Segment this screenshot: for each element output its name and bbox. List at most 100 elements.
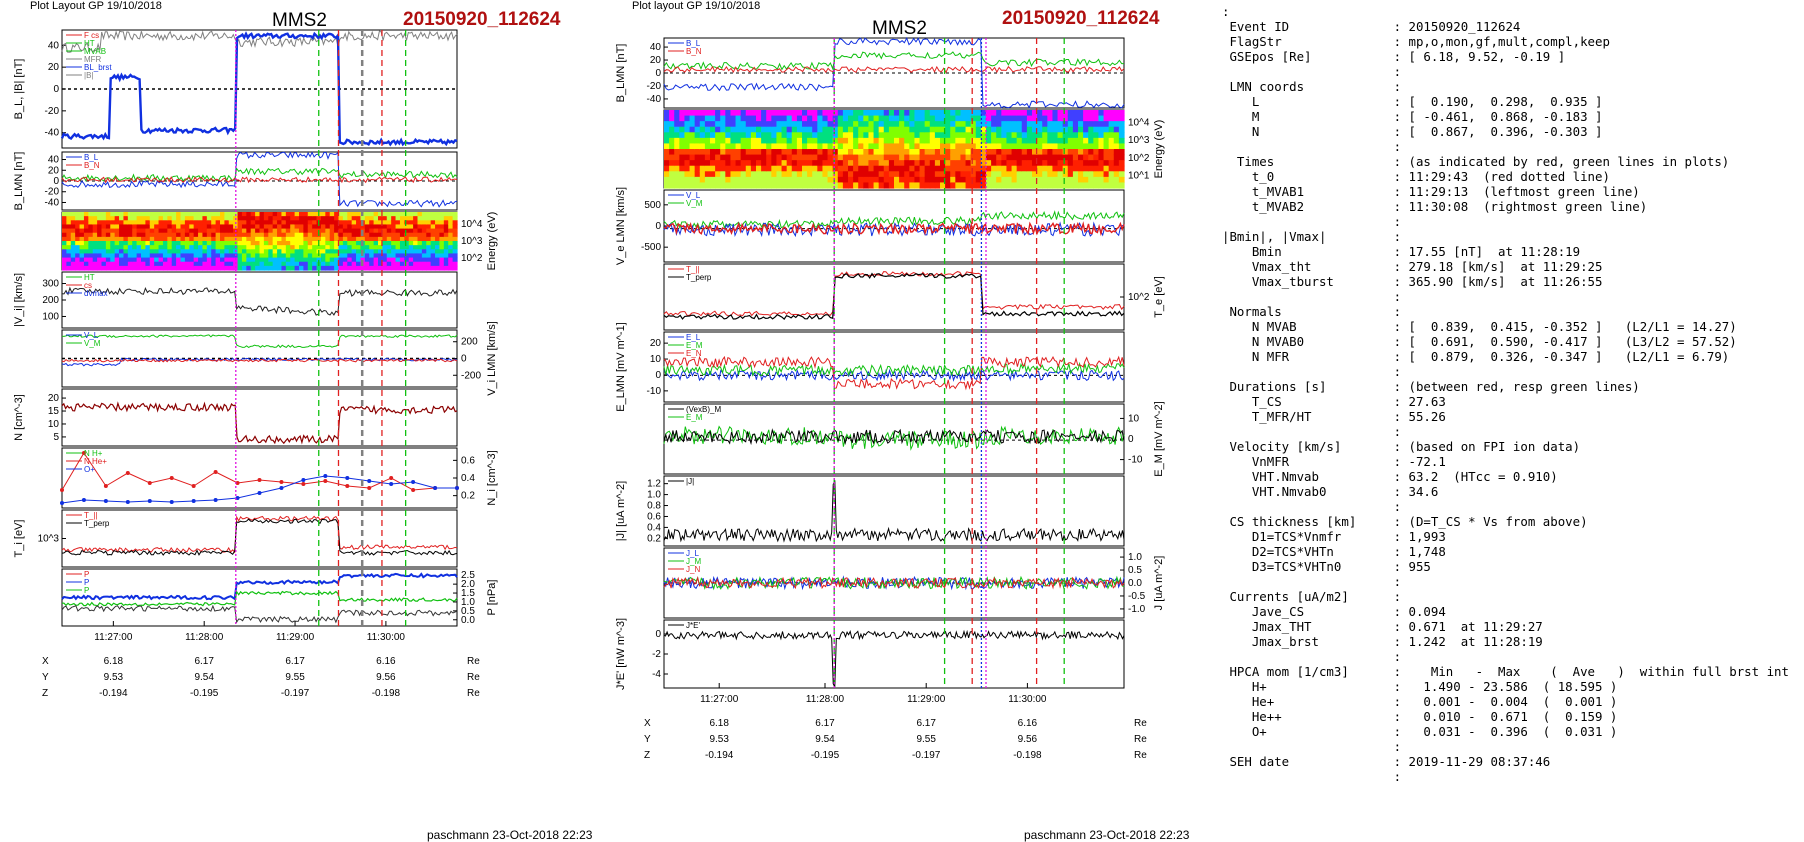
spectrogram-cell bbox=[899, 182, 905, 189]
spectrogram-cell bbox=[878, 182, 885, 189]
spectrogram-cell bbox=[1021, 182, 1028, 189]
spectrogram-cell bbox=[171, 245, 177, 250]
spectrogram-cell bbox=[180, 245, 186, 250]
spectrogram-cell bbox=[101, 249, 107, 255]
spectrogram-cell bbox=[364, 216, 370, 221]
spectrogram-cell bbox=[899, 137, 905, 145]
spectrogram-cell bbox=[807, 171, 813, 178]
spectrogram-cell bbox=[66, 245, 72, 250]
spectrogram-cell bbox=[413, 257, 419, 263]
spectrogram-cell bbox=[822, 176, 829, 184]
spectrogram-cell bbox=[1052, 154, 1059, 161]
spectrogram-cell bbox=[1011, 176, 1018, 184]
spectrogram-cell bbox=[735, 126, 742, 133]
spectrogram-cell bbox=[1103, 176, 1110, 184]
spectrogram-cell bbox=[294, 257, 300, 263]
spectrogram-cell bbox=[1042, 126, 1048, 133]
spectrogram-cell bbox=[786, 165, 793, 172]
spectrogram-cell bbox=[97, 232, 103, 238]
spectrogram-cell bbox=[740, 110, 747, 117]
spectrogram-cell bbox=[158, 245, 164, 250]
spectrogram-cell bbox=[980, 182, 987, 189]
axis-tick-label: 10^2 bbox=[1128, 292, 1150, 303]
spectrogram-cell bbox=[980, 132, 987, 139]
spectrogram-cell bbox=[1032, 143, 1038, 150]
spectrogram-cell bbox=[1098, 121, 1105, 128]
spectrogram-cell bbox=[837, 149, 844, 156]
time-tick-label: 11:28:00 bbox=[806, 694, 845, 705]
panel-frame bbox=[61, 271, 458, 329]
spectrogram-cell bbox=[1118, 115, 1125, 122]
summary-line: GSEpos [Re] : [ 6.18, 9.52, -0.19 ] bbox=[1222, 49, 1566, 64]
spectrogram-cell bbox=[674, 176, 680, 184]
spectrogram-cell bbox=[1016, 137, 1023, 145]
spectrogram-cell bbox=[299, 236, 304, 242]
spectrogram-cell bbox=[395, 261, 401, 267]
spectrogram-cell bbox=[378, 228, 383, 234]
spectrogram-cell bbox=[448, 249, 454, 255]
ve-m-line bbox=[663, 210, 1125, 230]
spectrogram-cell bbox=[404, 245, 410, 250]
spectrogram-cell bbox=[320, 261, 326, 267]
spectrogram-cell bbox=[766, 110, 772, 117]
spectrogram-cell bbox=[378, 241, 383, 246]
spectrogram-cell bbox=[250, 228, 256, 234]
spectrogram-cell bbox=[899, 165, 905, 172]
spectrogram-cell bbox=[863, 132, 870, 139]
spectrogram-cell bbox=[960, 176, 967, 184]
spectrogram-cell bbox=[246, 261, 252, 267]
spectrogram-cell bbox=[832, 115, 839, 122]
spectrogram-cell bbox=[435, 212, 441, 217]
he-plus-point bbox=[323, 479, 328, 483]
spectrogram-cell bbox=[827, 154, 834, 161]
spectrogram-cell bbox=[725, 176, 732, 184]
spectrogram-cell bbox=[435, 236, 441, 242]
spectrogram-cell bbox=[1006, 132, 1013, 139]
spectrogram-cell bbox=[189, 249, 195, 255]
summary-line: Jave_CS : 0.094 bbox=[1222, 604, 1446, 619]
spectrogram-cell bbox=[443, 261, 449, 267]
spectrogram-cell bbox=[421, 257, 427, 263]
spectrogram-cell bbox=[167, 241, 173, 246]
spectrogram-cell bbox=[132, 249, 138, 255]
spectrogram-cell bbox=[149, 216, 155, 221]
spectrogram-cell bbox=[1083, 126, 1089, 133]
spectrogram-cell bbox=[914, 126, 921, 133]
axis-tick-label: 10^3 bbox=[38, 534, 60, 545]
spectrogram-cell bbox=[110, 220, 116, 226]
spectrogram-cell bbox=[399, 224, 405, 230]
spectrogram-cell bbox=[1047, 154, 1054, 161]
spectrogram-cell bbox=[443, 253, 449, 259]
spectrogram-cell bbox=[868, 121, 875, 128]
legend-entry: E_N bbox=[686, 349, 702, 358]
spectrogram-cell bbox=[347, 265, 353, 271]
spectrogram-cell bbox=[1001, 154, 1008, 161]
spectrogram-cell bbox=[141, 224, 146, 230]
spectrogram-cell bbox=[1057, 137, 1064, 145]
spectrogram-cell bbox=[198, 228, 204, 234]
spectrogram-cell bbox=[184, 232, 190, 238]
spectrogram-cell bbox=[1052, 165, 1059, 172]
spectrogram-cell bbox=[193, 212, 199, 217]
spectrogram-cell bbox=[105, 261, 111, 267]
spectrogram-cell bbox=[1113, 143, 1120, 150]
summary-line: Times : (as indicated by red, green line… bbox=[1222, 154, 1730, 169]
spectrogram-cell bbox=[452, 257, 458, 263]
spectrogram-cell bbox=[970, 132, 977, 139]
spectrogram-cell bbox=[704, 176, 711, 184]
spectrogram-cell bbox=[842, 176, 849, 184]
spectrogram-cell bbox=[325, 253, 331, 259]
legend-entry: (VexB)_M bbox=[686, 405, 721, 414]
spectrogram-cell bbox=[970, 182, 977, 189]
spectrogram-cell bbox=[158, 236, 164, 242]
spectrogram-cell bbox=[66, 224, 72, 230]
spectrogram-cell bbox=[704, 137, 711, 145]
spectrogram-cell bbox=[1113, 137, 1120, 145]
spectrogram-cell bbox=[294, 265, 300, 271]
spectrogram-cell bbox=[694, 182, 701, 189]
spectrogram-cell bbox=[991, 121, 997, 128]
spectrogram-cell bbox=[858, 165, 864, 172]
spectrogram-cell bbox=[802, 143, 808, 150]
spectrogram-cell bbox=[858, 176, 864, 184]
spectrogram-cell bbox=[1026, 149, 1033, 156]
